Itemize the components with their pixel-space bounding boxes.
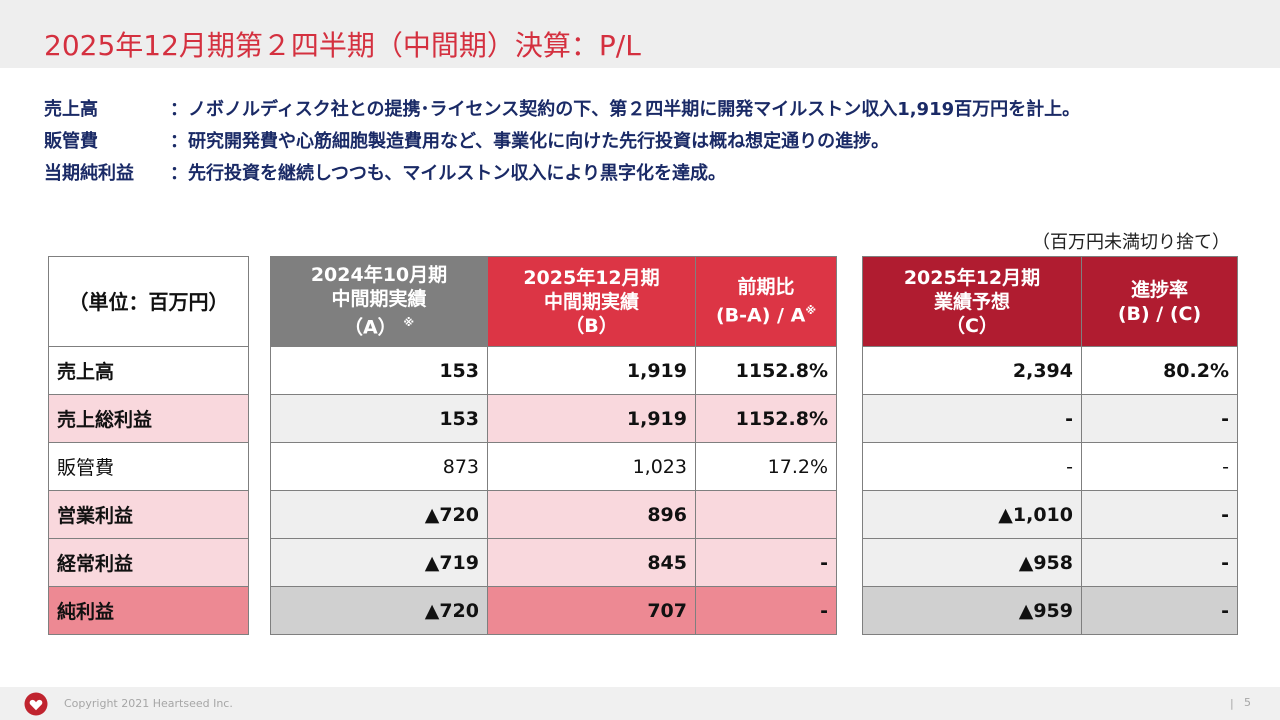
forecast-row-ordinary-income: ▲958 - <box>862 538 1238 587</box>
header-line: 前期比 <box>737 276 795 299</box>
forecast-table: 2025年12月期 業績予想 （C） 進捗率 (B) / (C) 2,394 8… <box>862 256 1238 635</box>
summary-key: 販管費 <box>44 131 98 152</box>
header-code: （A） <box>343 316 397 339</box>
copyright-text: Copyright 2021 Heartseed Inc. <box>64 697 233 710</box>
cell-progress: 80.2% <box>1081 346 1238 395</box>
table-row-gross-profit: 153 1,919 1152.8% <box>270 394 837 443</box>
forecast-row-net-income: ▲959 - <box>862 586 1238 635</box>
cell-ratio: - <box>695 586 837 635</box>
cell-a: ▲719 <box>270 538 488 587</box>
table-row-ordinary-income: ▲719 845 - <box>270 538 837 587</box>
unit-note: （百万円未満切り捨て） <box>1032 232 1230 253</box>
cell-progress: - <box>1081 442 1238 491</box>
note-mark: ※ <box>403 316 415 330</box>
header-formula: (B-A) / A <box>715 304 806 327</box>
cell-ratio: 17.2% <box>695 442 837 491</box>
cell-ratio <box>695 490 837 539</box>
cell-b: 1,919 <box>487 394 696 443</box>
forecast-row-gross-profit: - - <box>862 394 1238 443</box>
cell-c: ▲1,010 <box>862 490 1082 539</box>
cell-c: - <box>862 394 1082 443</box>
summary-text: ：先行投資を継続しつつも、マイルストン収入により黒字化を達成。 <box>170 163 727 184</box>
cell-progress: - <box>1081 490 1238 539</box>
row-label-table: （単位：百万円） 売上高 売上総利益 販管費 営業利益 経常利益 純利益 <box>48 256 249 635</box>
footer-bar <box>0 687 1280 720</box>
row-label-ordinary-income: 経常利益 <box>48 538 249 587</box>
cell-progress: - <box>1081 586 1238 635</box>
cell-ratio: 1152.8% <box>695 394 837 443</box>
header-progress-rate: 進捗率 (B) / (C) <box>1081 256 1238 347</box>
header-line: 2025年12月期 <box>903 266 1041 289</box>
page-number: 5 <box>1244 696 1251 709</box>
cell-b: 707 <box>487 586 696 635</box>
page-title: 2025年12月期第２四半期（中間期）決算：P/L <box>44 29 641 62</box>
cell-ratio: - <box>695 538 837 587</box>
header-line: （C） <box>946 314 998 337</box>
cell-c: 2,394 <box>862 346 1082 395</box>
header-current-period: 2025年12月期 中間期実績 （B） <box>487 256 696 347</box>
heart-logo-icon <box>24 692 48 716</box>
unit-label: （単位：百万円） <box>48 256 249 347</box>
table-row-sga: 873 1,023 17.2% <box>270 442 837 491</box>
row-label-sga: 販管費 <box>48 442 249 491</box>
cell-c: - <box>862 442 1082 491</box>
page-separator: | <box>1230 697 1234 710</box>
cell-b: 896 <box>487 490 696 539</box>
header-line: 2025年12月期 <box>523 266 660 289</box>
header-line: （B） <box>565 314 618 337</box>
summary-text: ：研究開発費や心筋細胞製造費用など、事業化に向けた先行投資は概ね想定通りの進捗。 <box>170 131 890 152</box>
forecast-row-sga: - - <box>862 442 1238 491</box>
header-line: 進捗率 <box>1130 278 1188 301</box>
summary-row-net-income: 当期純利益 ：先行投資を継続しつつも、マイルストン収入により黒字化を達成。 <box>44 156 1080 188</box>
cell-a: 153 <box>270 346 488 395</box>
header-line: (B) / (C) <box>1117 302 1202 325</box>
forecast-row-operating-income: ▲1,010 - <box>862 490 1238 539</box>
summary-key: 売上高 <box>44 99 98 120</box>
header-line: 中間期実績 <box>543 290 639 313</box>
header-line: 中間期実績 <box>331 288 427 311</box>
cell-progress: - <box>1081 394 1238 443</box>
cell-b: 1,919 <box>487 346 696 395</box>
header-forecast: 2025年12月期 業績予想 （C） <box>862 256 1082 347</box>
cell-b: 1,023 <box>487 442 696 491</box>
cell-c: ▲959 <box>862 586 1082 635</box>
summary-key: 当期純利益 <box>44 163 134 184</box>
note-mark: ※ <box>805 304 817 318</box>
cell-ratio: 1152.8% <box>695 346 837 395</box>
header-line: （A） ※ <box>279 311 479 339</box>
header-line: 業績予想 <box>933 290 1010 313</box>
cell-progress: - <box>1081 538 1238 587</box>
summary-block: 売上高 ：ノボノルディスク社との提携･ライセンス契約の下、第２四半期に開発マイル… <box>44 92 1080 188</box>
results-table: 2024年10月期 中間期実績 （A） ※ 2025年12月期 中間期実績 （B… <box>270 256 837 635</box>
cell-a: 153 <box>270 394 488 443</box>
header-line: (B-A) / A※ <box>704 299 828 327</box>
header-yoy-ratio: 前期比 (B-A) / A※ <box>695 256 837 347</box>
table-row-sales: 153 1,919 1152.8% <box>270 346 837 395</box>
cell-a: ▲720 <box>270 490 488 539</box>
cell-a: ▲720 <box>270 586 488 635</box>
summary-row-sga: 販管費 ：研究開発費や心筋細胞製造費用など、事業化に向けた先行投資は概ね想定通り… <box>44 124 1080 156</box>
header-prior-period: 2024年10月期 中間期実績 （A） ※ <box>270 256 488 347</box>
row-label-operating-income: 営業利益 <box>48 490 249 539</box>
summary-text: ：ノボノルディスク社との提携･ライセンス契約の下、第２四半期に開発マイルストン収… <box>170 99 1081 120</box>
forecast-row-sales: 2,394 80.2% <box>862 346 1238 395</box>
cell-b: 845 <box>487 538 696 587</box>
cell-c: ▲958 <box>862 538 1082 587</box>
table-row-operating-income: ▲720 896 <box>270 490 837 539</box>
row-label-sales: 売上高 <box>48 346 249 395</box>
header-line: 2024年10月期 <box>310 264 448 287</box>
row-label-gross-profit: 売上総利益 <box>48 394 249 443</box>
cell-a: 873 <box>270 442 488 491</box>
title-bar <box>0 0 1280 68</box>
row-label-net-income: 純利益 <box>48 586 249 635</box>
summary-row-sales: 売上高 ：ノボノルディスク社との提携･ライセンス契約の下、第２四半期に開発マイル… <box>44 92 1080 124</box>
table-row-net-income: ▲720 707 - <box>270 586 837 635</box>
